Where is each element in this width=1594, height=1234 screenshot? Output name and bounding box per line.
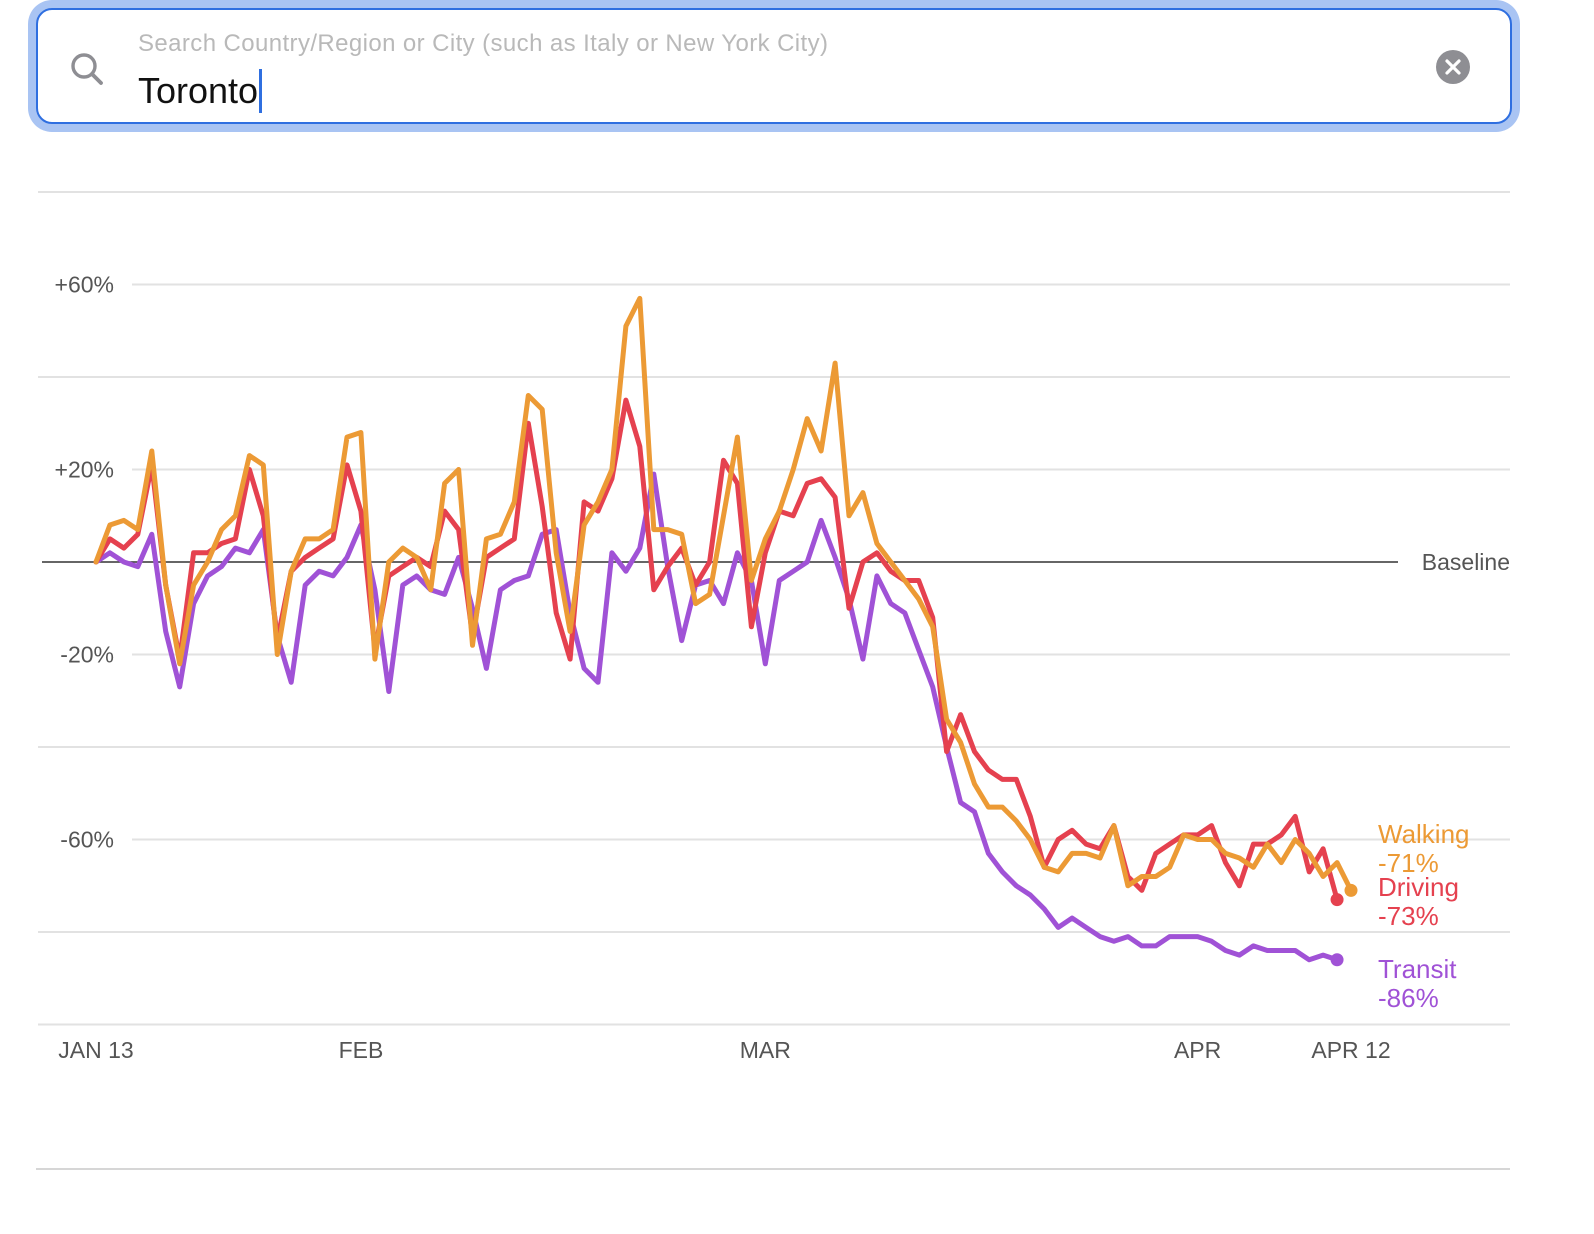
search-icon: [71, 53, 103, 85]
series-end-point-walking: [1344, 883, 1358, 897]
y-tick-label: +20%: [55, 457, 114, 483]
x-tick-label: JAN 13: [58, 1037, 133, 1063]
series-value-label: -71%: [1378, 848, 1439, 878]
text-caret: [259, 69, 263, 113]
x-tick-label: MAR: [740, 1037, 791, 1063]
series-value-label: -86%: [1378, 983, 1439, 1013]
search-field[interactable]: Search Country/Region or City (such as I…: [36, 8, 1512, 124]
series-end-labels: Walking-71%Driving-73% Transit-86%: [1378, 819, 1470, 1013]
close-circle-icon: [1445, 59, 1461, 75]
series-name-label: Driving: [1378, 872, 1459, 902]
series-end-point-driving: [1330, 893, 1344, 907]
y-tick-label: -20%: [60, 642, 114, 668]
x-tick-label: APR: [1174, 1037, 1221, 1063]
search-input-value: Toronto: [138, 70, 259, 111]
y-tick-label: +60%: [55, 272, 114, 298]
series-name-label: Transit: [1378, 954, 1457, 984]
series-line-walking: [93, 295, 1354, 893]
series-line-driving: [93, 397, 1340, 903]
series-value-label: -73%: [1378, 901, 1439, 931]
series-line-transit: [93, 471, 1340, 963]
series-lines: [93, 295, 1358, 967]
series-end-point-transit: [1330, 953, 1344, 967]
y-axis-ticks: +60% +20% -20% -60%: [55, 272, 114, 853]
clear-search-button[interactable]: [1436, 50, 1470, 84]
y-tick-label: -60%: [60, 827, 114, 853]
grid-lines: [38, 191, 1510, 1026]
search-input[interactable]: Toronto: [138, 66, 263, 116]
x-tick-label: FEB: [339, 1037, 384, 1063]
baseline-label: Baseline: [1422, 549, 1510, 575]
x-axis-ticks: JAN 13 FEB MAR APR APR 12: [58, 1037, 1390, 1063]
series-name-label: Walking: [1378, 819, 1470, 849]
search-placeholder: Search Country/Region or City (such as I…: [138, 30, 829, 57]
x-tick-label: APR 12: [1311, 1037, 1390, 1063]
